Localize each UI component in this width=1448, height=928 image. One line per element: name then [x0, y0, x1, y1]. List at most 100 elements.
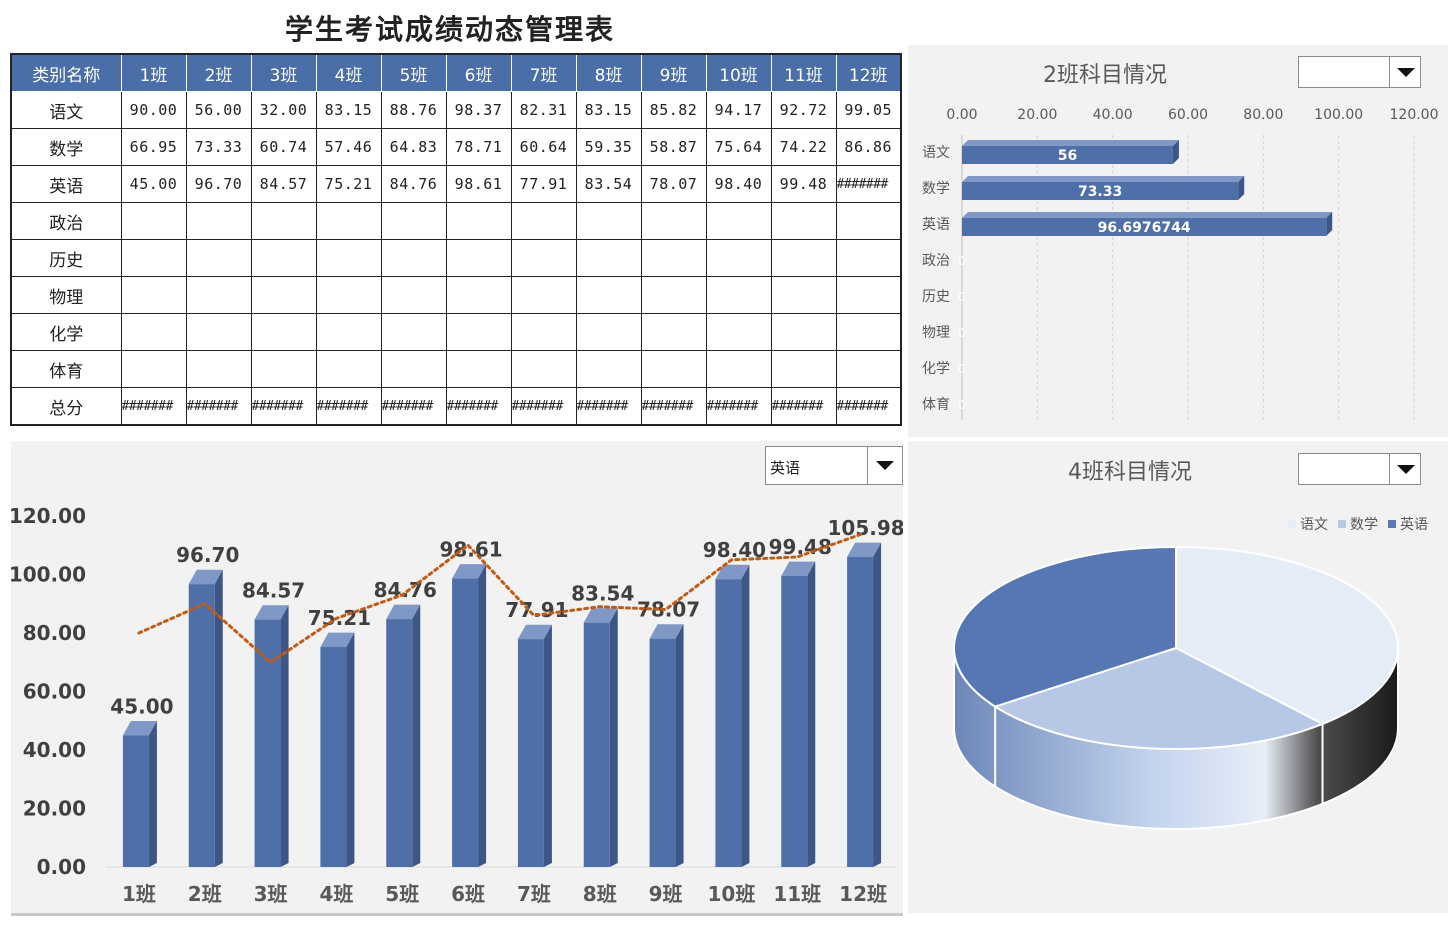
table-cell[interactable]: [250, 202, 317, 240]
table-cell[interactable]: [575, 239, 642, 277]
table-cell[interactable]: [120, 239, 187, 277]
table-cell[interactable]: [315, 202, 382, 240]
table-cell[interactable]: [185, 276, 252, 314]
table-cell[interactable]: [120, 202, 187, 240]
table-cell[interactable]: [250, 350, 317, 388]
table-cell[interactable]: [380, 350, 447, 388]
table-cell[interactable]: 88.76: [380, 91, 447, 129]
table-cell[interactable]: 83.15: [315, 91, 382, 129]
table-cell[interactable]: 77.91: [510, 165, 577, 203]
table-cell[interactable]: #######: [835, 165, 902, 203]
table-cell[interactable]: [705, 313, 772, 351]
table-cell[interactable]: [120, 350, 187, 388]
table-cell[interactable]: [315, 350, 382, 388]
table-cell[interactable]: [120, 313, 187, 351]
table-cell[interactable]: [445, 350, 512, 388]
dropdown-button[interactable]: [1389, 454, 1420, 484]
table-cell[interactable]: 75.21: [315, 165, 382, 203]
table-cell[interactable]: 92.72: [770, 91, 837, 129]
table-cell[interactable]: [640, 313, 707, 351]
table-cell[interactable]: [705, 202, 772, 240]
table-cell[interactable]: #######: [835, 387, 902, 426]
column-chart-subject-dropdown[interactable]: 英语: [765, 446, 903, 485]
table-cell[interactable]: [380, 276, 447, 314]
table-cell[interactable]: [510, 350, 577, 388]
table-cell[interactable]: 98.61: [445, 165, 512, 203]
table-cell[interactable]: 60.64: [510, 128, 577, 166]
table-cell[interactable]: 94.17: [705, 91, 772, 129]
table-cell[interactable]: #######: [120, 387, 187, 426]
table-cell[interactable]: [445, 239, 512, 277]
table-cell[interactable]: 74.22: [770, 128, 837, 166]
table-cell[interactable]: [510, 239, 577, 277]
table-cell[interactable]: 58.87: [640, 128, 707, 166]
table-cell[interactable]: [770, 313, 837, 351]
table-cell[interactable]: [510, 202, 577, 240]
table-cell[interactable]: [640, 350, 707, 388]
table-cell[interactable]: [640, 202, 707, 240]
table-cell[interactable]: [835, 350, 902, 388]
table-cell[interactable]: #######: [510, 387, 577, 426]
table-cell[interactable]: [250, 313, 317, 351]
pie-chart-class-dropdown[interactable]: [1298, 453, 1421, 485]
table-cell[interactable]: [315, 313, 382, 351]
table-cell[interactable]: 75.64: [705, 128, 772, 166]
bar-chart-class-dropdown[interactable]: [1298, 56, 1421, 88]
table-cell[interactable]: [705, 350, 772, 388]
table-cell[interactable]: 32.00: [250, 91, 317, 129]
table-cell[interactable]: #######: [705, 387, 772, 426]
table-cell[interactable]: [120, 276, 187, 314]
table-cell[interactable]: [575, 276, 642, 314]
table-cell[interactable]: 84.76: [380, 165, 447, 203]
table-cell[interactable]: 98.40: [705, 165, 772, 203]
table-cell[interactable]: [510, 276, 577, 314]
table-cell[interactable]: [315, 276, 382, 314]
table-cell[interactable]: #######: [250, 387, 317, 426]
table-cell[interactable]: 78.71: [445, 128, 512, 166]
table-cell[interactable]: 84.57: [250, 165, 317, 203]
table-cell[interactable]: #######: [315, 387, 382, 426]
table-cell[interactable]: 60.74: [250, 128, 317, 166]
table-cell[interactable]: [640, 239, 707, 277]
table-cell[interactable]: 66.95: [120, 128, 187, 166]
table-cell[interactable]: [445, 313, 512, 351]
table-cell[interactable]: 56.00: [185, 91, 252, 129]
table-cell[interactable]: #######: [185, 387, 252, 426]
table-cell[interactable]: 99.48: [770, 165, 837, 203]
table-cell[interactable]: [705, 239, 772, 277]
dropdown-button[interactable]: [1389, 57, 1420, 87]
table-cell[interactable]: 83.15: [575, 91, 642, 129]
table-cell[interactable]: [835, 239, 902, 277]
table-cell[interactable]: #######: [575, 387, 642, 426]
table-cell[interactable]: 99.05: [835, 91, 902, 129]
table-cell[interactable]: [835, 276, 902, 314]
table-cell[interactable]: 73.33: [185, 128, 252, 166]
table-cell[interactable]: [575, 350, 642, 388]
table-cell[interactable]: [445, 202, 512, 240]
table-cell[interactable]: [770, 350, 837, 388]
table-cell[interactable]: [250, 276, 317, 314]
table-cell[interactable]: [380, 239, 447, 277]
table-cell[interactable]: 45.00: [120, 165, 187, 203]
table-cell[interactable]: [705, 276, 772, 314]
table-cell[interactable]: [575, 202, 642, 240]
table-cell[interactable]: 85.82: [640, 91, 707, 129]
table-cell[interactable]: #######: [770, 387, 837, 426]
table-cell[interactable]: 86.86: [835, 128, 902, 166]
table-cell[interactable]: 83.54: [575, 165, 642, 203]
table-cell[interactable]: [575, 313, 642, 351]
table-cell[interactable]: 78.07: [640, 165, 707, 203]
table-cell[interactable]: 90.00: [120, 91, 187, 129]
table-cell[interactable]: [250, 239, 317, 277]
table-cell[interactable]: [770, 202, 837, 240]
table-cell[interactable]: [380, 313, 447, 351]
table-cell[interactable]: #######: [445, 387, 512, 426]
table-cell[interactable]: [770, 276, 837, 314]
table-cell[interactable]: [445, 276, 512, 314]
table-cell[interactable]: #######: [640, 387, 707, 426]
table-cell[interactable]: [185, 313, 252, 351]
table-cell[interactable]: 57.46: [315, 128, 382, 166]
table-cell[interactable]: 64.83: [380, 128, 447, 166]
table-cell[interactable]: [185, 350, 252, 388]
table-cell[interactable]: [510, 313, 577, 351]
